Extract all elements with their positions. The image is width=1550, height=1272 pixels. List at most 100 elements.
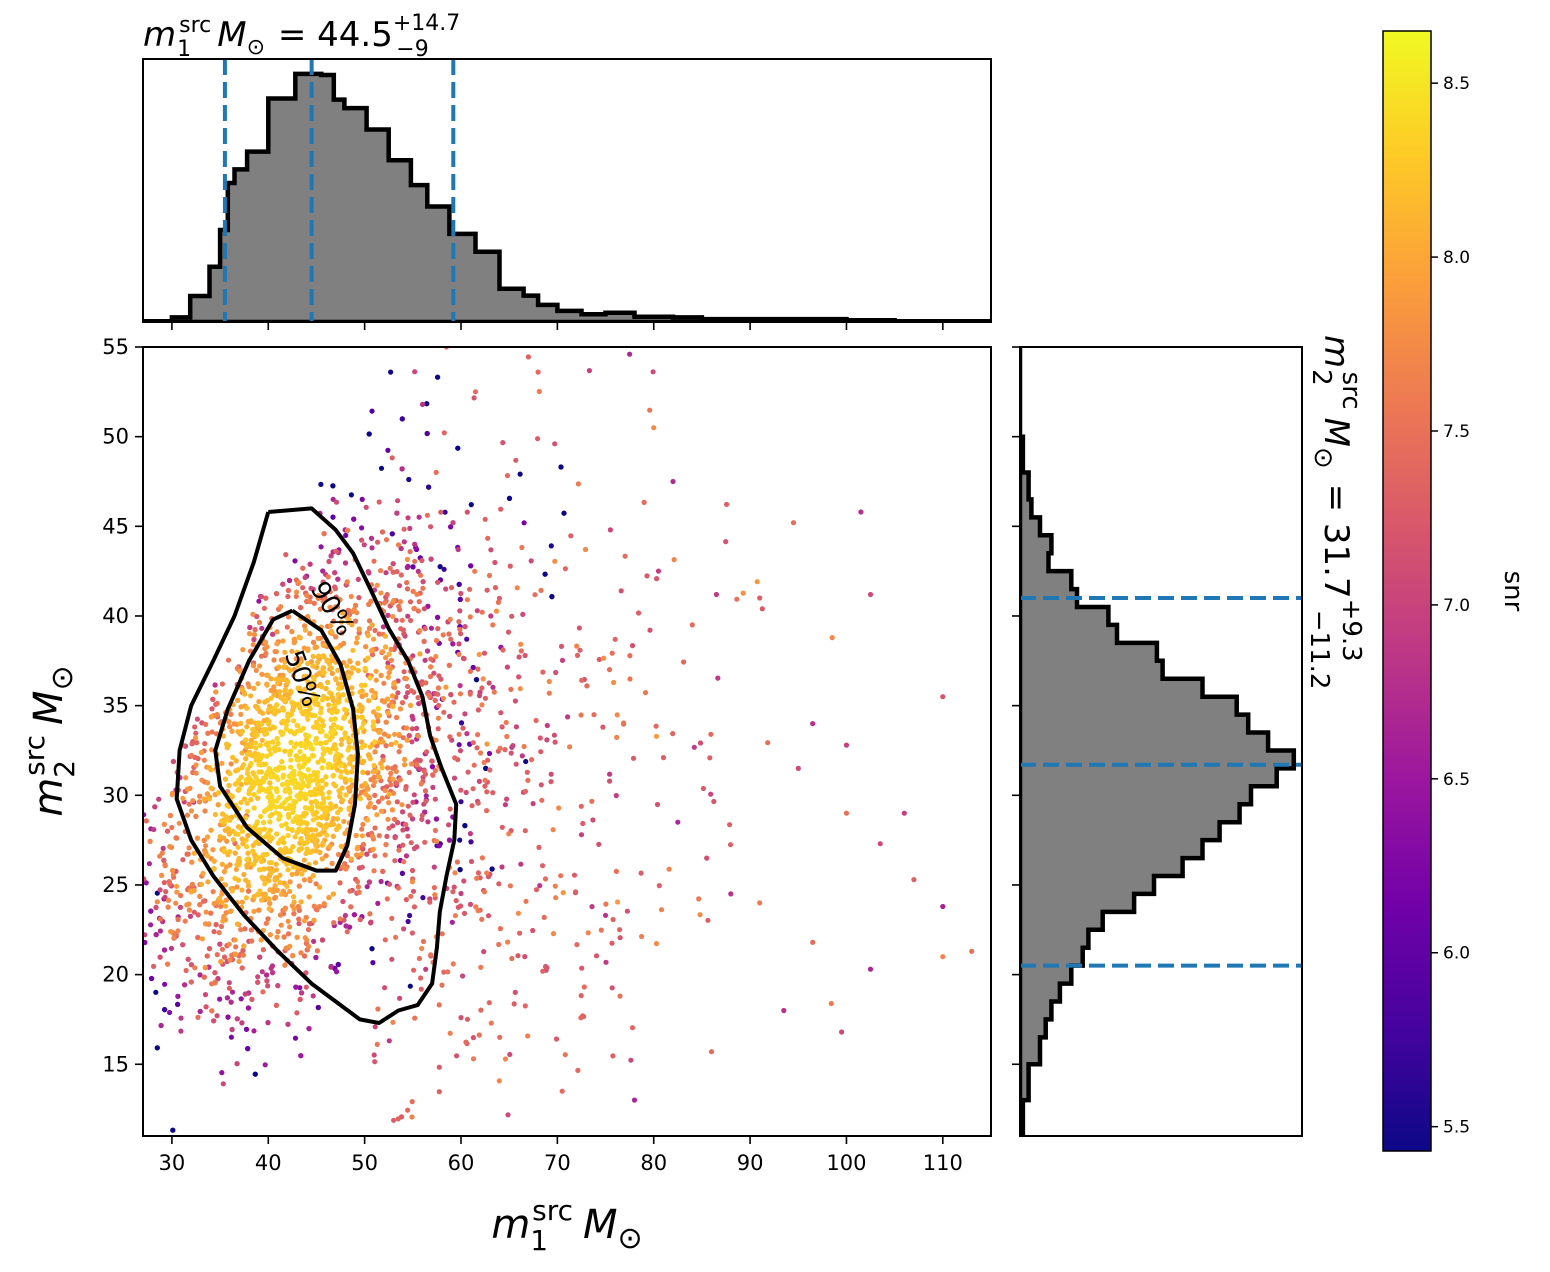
scatter-point	[239, 828, 246, 834]
scatter-point	[610, 1053, 616, 1059]
scatter-point	[152, 804, 158, 810]
scatter-point	[385, 612, 391, 618]
scatter-point	[727, 842, 734, 848]
scatter-point	[218, 923, 224, 930]
scatter-point	[194, 740, 200, 746]
scatter-point	[609, 940, 615, 946]
scatter-point	[280, 730, 286, 737]
scatter-point	[385, 816, 391, 822]
scatter-point	[197, 972, 203, 978]
scatter-point	[214, 952, 220, 958]
scatter-point	[419, 816, 425, 823]
scatter-point	[234, 884, 240, 890]
scatter-point	[226, 980, 232, 986]
scatter-point	[249, 938, 255, 944]
scatter-point	[275, 983, 281, 989]
scatter-point	[257, 663, 263, 669]
scatter-point	[174, 883, 180, 889]
scatter-point	[399, 802, 405, 808]
scatter-point	[275, 776, 281, 783]
scatter-point	[215, 802, 221, 808]
scatter-point	[188, 752, 194, 758]
scatter-point	[319, 728, 325, 735]
scatter-point	[395, 498, 401, 504]
top-quantile-lines	[222, 59, 456, 322]
scatter-point	[242, 926, 248, 932]
scatter-point	[482, 695, 488, 701]
scatter-point	[209, 1008, 215, 1014]
scatter-point	[259, 969, 265, 975]
scatter-point	[391, 597, 397, 604]
scatter-point	[275, 680, 281, 686]
scatter-point	[345, 527, 351, 533]
scatter-point	[408, 617, 414, 624]
scatter-point	[705, 917, 711, 923]
scatter-point	[383, 655, 389, 661]
scatter-point	[319, 778, 325, 784]
scatter-point	[326, 702, 332, 708]
scatter-point	[233, 831, 239, 837]
scatter-point	[490, 790, 496, 796]
scatter-point	[249, 996, 255, 1003]
scatter-point	[313, 827, 319, 833]
scatter-point	[321, 825, 327, 831]
scatter-point	[517, 686, 523, 692]
scatter-point	[266, 896, 272, 902]
scatter-point	[383, 842, 389, 848]
scatter-point	[405, 613, 411, 619]
scatter-point	[428, 524, 434, 530]
scatter-point	[248, 737, 254, 743]
scatter-point	[628, 1057, 634, 1063]
scatter-point	[197, 902, 203, 908]
scatter-point	[405, 803, 411, 809]
scatter-point	[367, 756, 373, 762]
scatter-point	[219, 861, 225, 867]
scatter-point	[482, 777, 488, 783]
colorbar-tick-label: 7.5	[1443, 422, 1470, 442]
scatter-point	[378, 590, 384, 596]
scatter-point	[311, 691, 317, 697]
scatter-point	[311, 678, 317, 684]
scatter-point	[359, 744, 365, 751]
scatter-point	[385, 447, 391, 453]
scatter-point	[603, 959, 609, 965]
scatter-point	[302, 935, 308, 941]
scatter-point	[410, 588, 416, 595]
scatter-point	[458, 631, 464, 637]
x-tick-label: 70	[544, 1151, 571, 1175]
scatter-point	[364, 884, 370, 890]
scatter-point	[306, 894, 312, 900]
scatter-point	[269, 963, 275, 969]
scatter-point	[368, 535, 375, 541]
scatter-point	[261, 605, 267, 611]
x-tick-label: 80	[640, 1151, 667, 1175]
scatter-point	[385, 765, 391, 771]
scatter-point	[328, 553, 334, 559]
scatter-point	[229, 1026, 235, 1033]
scatter-point	[472, 389, 479, 395]
scatter-point	[383, 743, 389, 749]
scatter-point	[314, 948, 320, 954]
scatter-point	[219, 946, 226, 952]
scatter-point	[274, 629, 280, 635]
scatter-point	[305, 679, 311, 685]
scatter-point	[467, 586, 473, 592]
scatter-point	[173, 900, 179, 906]
scatter-point	[504, 733, 510, 740]
scatter-point	[612, 636, 618, 642]
scatter-point	[724, 501, 730, 507]
scatter-point	[506, 831, 512, 837]
scatter-point	[178, 892, 184, 899]
scatter-point	[239, 1020, 245, 1026]
scatter-point	[323, 740, 329, 746]
scatter-point	[288, 688, 294, 694]
colorbar-tick-label: 6.0	[1443, 944, 1470, 964]
scatter-point	[306, 775, 312, 781]
scatter-point	[310, 832, 316, 838]
scatter-point	[403, 853, 410, 859]
scatter-point	[658, 907, 665, 913]
scatter-point	[260, 819, 267, 826]
scatter-point	[297, 765, 303, 771]
scatter-point	[308, 683, 314, 689]
